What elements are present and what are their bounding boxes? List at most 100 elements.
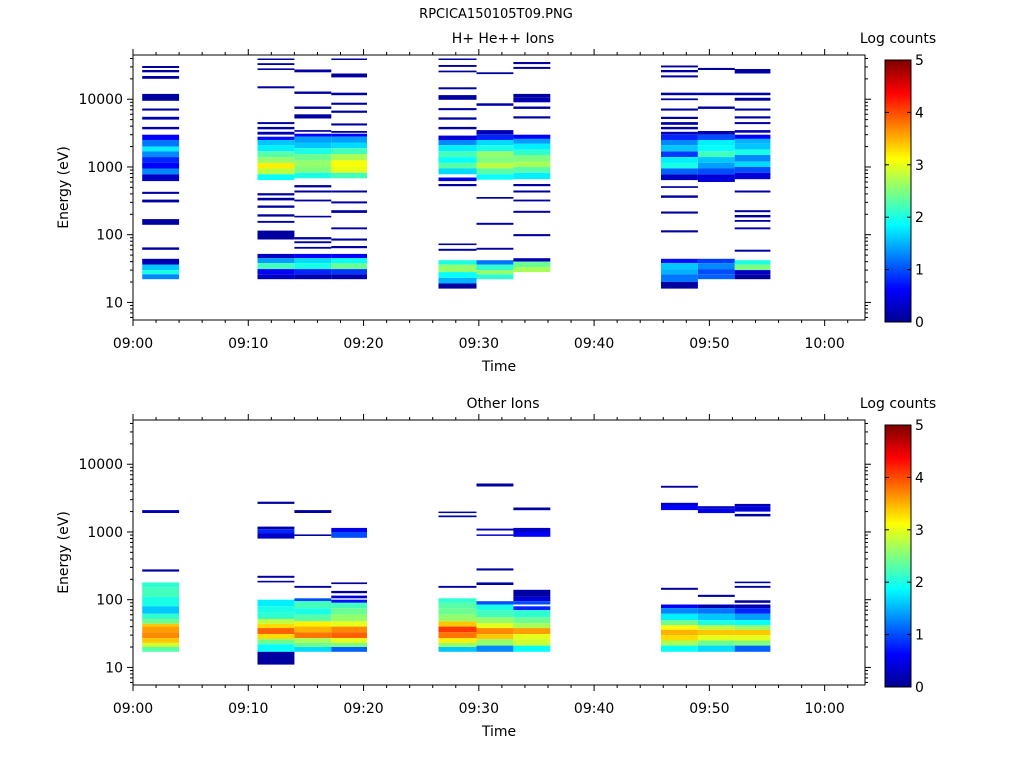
heatmap-cell [697,635,735,641]
x-tick-label: 09:40 [574,336,614,352]
colorbar-segment [885,451,911,454]
heatmap-cell [476,623,514,629]
colorbar-segment [885,162,911,166]
heatmap-cell [697,67,735,70]
heatmap-cell [661,174,698,181]
y-tick-label: 10000 [78,92,123,108]
heatmap-cell [661,274,698,282]
colorbar-segment [885,271,911,275]
heatmap-cell [697,508,735,514]
heatmap-cell [257,162,295,169]
colorbar-segment [885,140,911,144]
heatmap-cell [661,151,698,158]
heatmap-cell [257,618,295,624]
heatmap-cell [476,604,514,611]
heatmap-cell [294,142,332,149]
heatmap-cell [142,151,180,158]
colorbar-segment [885,142,911,146]
colorbar-segment [885,201,911,205]
heatmap-cell [438,145,477,152]
heatmap-cell [438,511,477,514]
colorbar-segment [885,230,911,233]
colorbar-segment [885,641,911,644]
colorbar-segment [885,215,911,218]
heatmap-cell [257,274,295,280]
x-axis-label: Time [481,359,516,375]
colorbar-segment [885,297,911,301]
colorbar-segment [885,68,911,72]
colorbar-segment [885,680,911,684]
heatmap-cell [257,258,295,264]
heatmap-cell [257,612,295,619]
colorbar-segment [885,612,911,616]
colorbar-segment [885,219,911,222]
heatmap-cell [661,505,698,511]
heatmap-cell [438,162,477,169]
colorbar-segment [885,88,911,91]
colorbar-segment [885,488,911,491]
colorbar-label: Log counts [860,31,936,47]
heatmap-cell [142,632,180,639]
colorbar-segment [885,525,911,529]
colorbar-segment [885,684,911,688]
heatmap-cell [257,131,295,135]
heatmap-cell [734,190,771,193]
heatmap-cell [331,527,367,532]
colorbar-segment [885,538,911,542]
colorbar-segment [885,470,911,474]
heatmap-cell [697,168,735,175]
heatmap-cell [294,114,332,119]
heatmap-cell [697,645,735,652]
colorbar-segment [885,156,911,159]
heatmap-cell [257,145,295,152]
heatmap-cell [257,580,295,583]
colorbar-segment [885,315,911,319]
colorbar-segment [885,604,911,607]
heatmap-cell [438,638,477,643]
heatmap-cell [142,613,180,619]
heatmap-cell [331,102,367,105]
colorbar-segment [885,527,911,531]
heatmap-cell [476,134,514,141]
heatmap-cell [734,215,771,218]
heatmap-cell [476,528,514,531]
heatmap-cell [661,108,698,111]
heatmap-cell [142,596,180,607]
colorbar-segment [885,481,911,485]
colorbar-segment [885,429,911,432]
colorbar-segment [885,676,911,679]
heatmap-cell [697,106,735,109]
h-he-ions-panel: H+ He++ Ions 09:00 09:10 09:20 09:30 09:40 09:… [56,31,936,375]
heatmap-cell [513,116,551,119]
colorbar-tick-label: 1 [915,263,924,279]
heatmap-cell [476,130,514,135]
heatmap-cell [294,253,332,259]
colorbar-segment [885,79,911,83]
colorbar-tick-label: 1 [915,628,924,644]
colorbar-segment [885,499,911,502]
heatmap-cell [438,614,477,622]
heatmap-cell [257,623,295,629]
colorbar-segment [885,625,911,629]
heatmap-cell [734,264,771,271]
heatmap-cell [294,585,332,588]
colorbar-segment [885,263,911,266]
colorbar-segment [885,204,911,207]
colorbar-segment [885,673,911,677]
heatmap-cell [438,602,477,609]
colorbar-segment [885,84,911,87]
heatmap-cell [257,140,295,146]
colorbar-tick-label: 3 [915,523,924,539]
colorbar-segment [885,608,911,611]
heatmap-cell [331,269,367,275]
colorbar-segment [885,569,911,572]
colorbar-segment [885,464,911,467]
heatmap-cell [661,604,698,609]
colorbar-segment [885,671,911,675]
heatmap-cell [331,123,367,126]
heatmap-cell [142,638,180,643]
heatmap-cell [438,260,477,265]
heatmap-cell [438,135,477,140]
heatmap-cell [257,193,295,196]
heatmap-cell [734,92,771,96]
